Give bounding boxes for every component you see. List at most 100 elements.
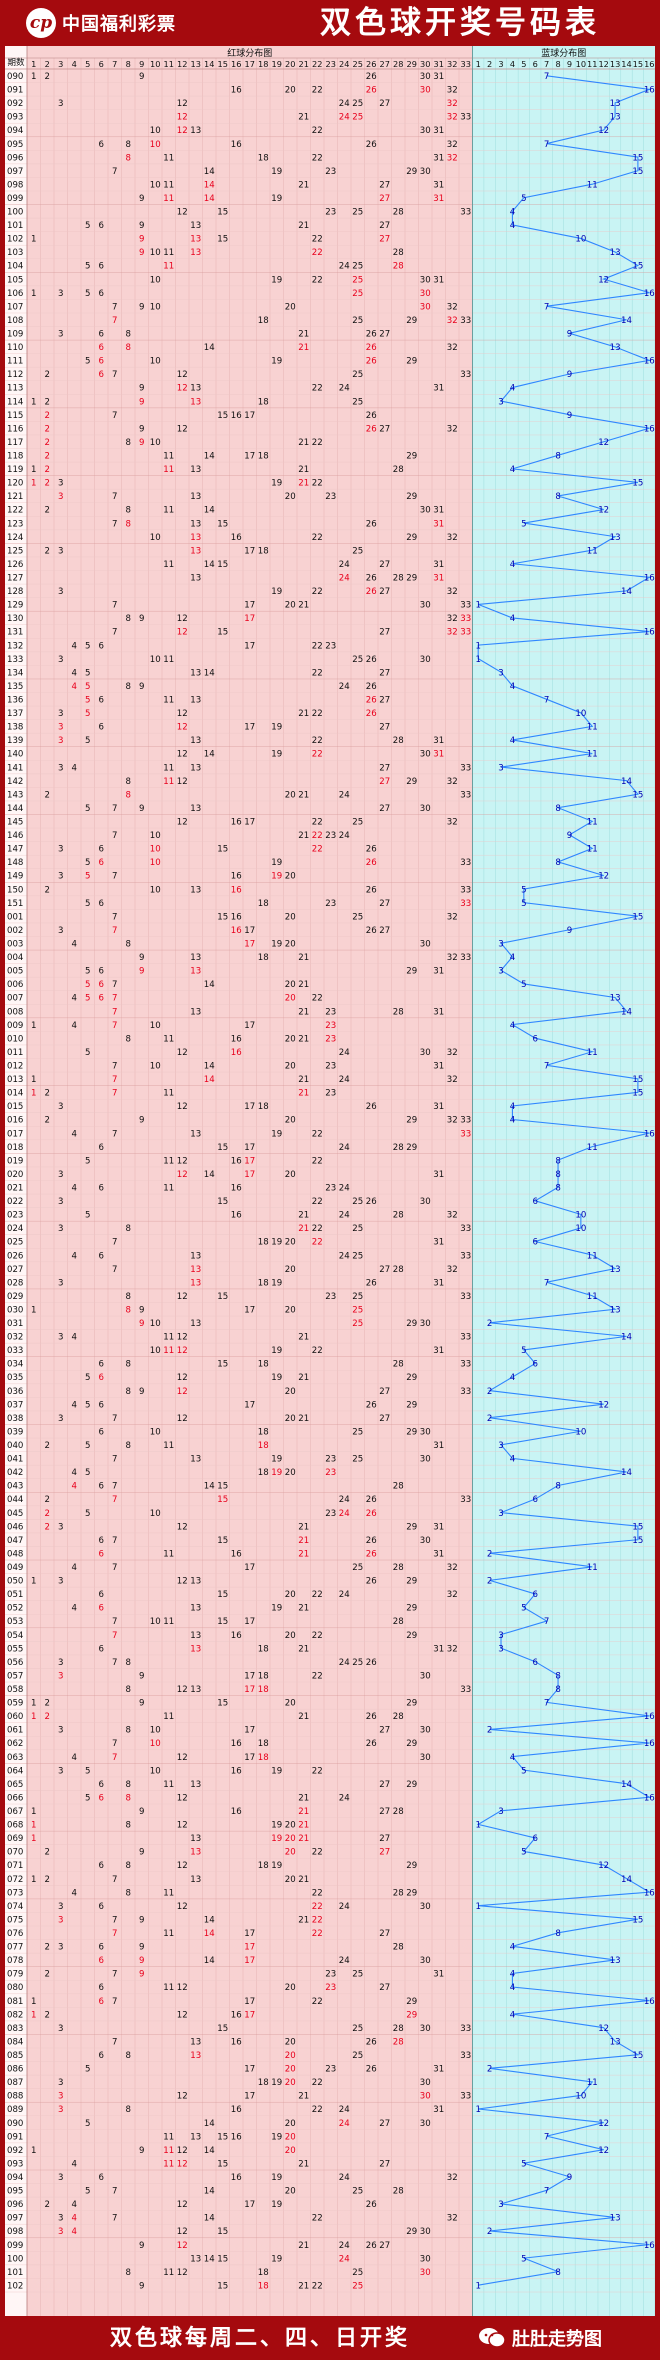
red-ball-number: 30 xyxy=(420,1671,431,1681)
blue-ball-number: 13 xyxy=(610,2037,621,2047)
red-ball-number: 7 xyxy=(112,492,117,502)
red-ball-number: 30 xyxy=(420,2092,431,2102)
red-ball-number: 13 xyxy=(190,1455,201,1465)
red-ball-number: 7 xyxy=(112,628,117,638)
blue-ball-number: 2 xyxy=(487,1726,492,1736)
red-ball-number: 32 xyxy=(447,614,458,624)
red-ball-number: 31 xyxy=(433,1007,444,1017)
red-ball-number: 2 xyxy=(45,452,50,462)
red-ball-number: 20 xyxy=(285,1848,296,1858)
red-ball-number: 31 xyxy=(433,2105,444,2115)
red-ball-number: 10 xyxy=(150,1427,161,1437)
period-label: 149 xyxy=(7,872,23,882)
red-ball-number: 22 xyxy=(312,2105,323,2115)
red-ball-number: 14 xyxy=(204,2214,215,2224)
red-ball-number: 25 xyxy=(352,113,363,123)
red-ball-number: 33 xyxy=(460,953,471,963)
red-ball-number: 19 xyxy=(271,1861,282,1871)
red-ball-number: 21 xyxy=(298,1915,309,1925)
red-ball-number: 24 xyxy=(339,1211,350,1221)
red-ball-number: 27 xyxy=(379,668,390,678)
red-ball-number: 2 xyxy=(45,397,50,407)
red-ball-number: 16 xyxy=(231,1739,242,1749)
red-ball-number: 22 xyxy=(312,438,323,448)
red-ball-number: 17 xyxy=(244,1943,255,1953)
red-column-number: 6 xyxy=(99,59,104,69)
grid-lines xyxy=(5,46,656,2316)
red-ball-number: 27 xyxy=(379,194,390,204)
red-ball-number: 29 xyxy=(406,1577,417,1587)
red-ball-number: 7 xyxy=(112,1970,117,1980)
red-ball-number: 4 xyxy=(72,2214,77,2224)
red-ball-number: 27 xyxy=(379,587,390,597)
blue-trend-line xyxy=(476,75,652,2286)
blue-ball-number: 15 xyxy=(632,262,643,272)
red-ball-number: 24 xyxy=(339,1509,350,1519)
blue-ball-number: 14 xyxy=(621,1333,632,1343)
blue-ball-number: 16 xyxy=(644,289,655,299)
red-ball-number: 7 xyxy=(112,1482,117,1492)
red-ball-number: 26 xyxy=(366,519,377,529)
blue-ball-number: 6 xyxy=(533,1495,538,1505)
red-ball-number: 27 xyxy=(379,180,390,190)
red-ball-number: 10 xyxy=(150,126,161,136)
red-ball-number: 11 xyxy=(163,560,174,570)
red-ball-number: 7 xyxy=(112,980,117,990)
red-ball-number: 15 xyxy=(217,208,228,218)
red-ball-number: 13 xyxy=(190,2037,201,2047)
red-column-number: 22 xyxy=(312,59,322,69)
red-ball-number: 23 xyxy=(325,1455,336,1465)
period-label: 150 xyxy=(7,885,23,895)
red-ball-number: 26 xyxy=(366,587,377,597)
period-label: 071 xyxy=(7,1861,23,1871)
red-ball-number: 25 xyxy=(352,655,363,665)
red-ball-number: 29 xyxy=(406,1739,417,1749)
period-label: 049 xyxy=(7,1563,23,1573)
red-ball-number: 30 xyxy=(420,126,431,136)
red-ball-number: 25 xyxy=(352,1224,363,1234)
blue-ball-number: 12 xyxy=(598,275,609,285)
red-ball-number: 6 xyxy=(99,262,104,272)
red-ball-number: 6 xyxy=(99,1373,104,1383)
red-ball-number: 22 xyxy=(312,1590,323,1600)
red-ball-number: 16 xyxy=(231,1766,242,1776)
red-ball-number: 18 xyxy=(258,2281,269,2291)
blue-ball-number: 10 xyxy=(575,2092,586,2102)
red-ball-number: 11 xyxy=(163,1983,174,1993)
red-ball-number: 29 xyxy=(406,574,417,584)
red-ball-number: 31 xyxy=(433,1346,444,1356)
red-ball-number: 7 xyxy=(112,831,117,841)
red-ball-number: 26 xyxy=(366,1577,377,1587)
blue-ball-number: 16 xyxy=(644,1712,655,1722)
red-column-number: 13 xyxy=(191,59,201,69)
red-ball-number: 15 xyxy=(217,235,228,245)
red-ball-number: 22 xyxy=(312,1848,323,1858)
red-ball-number: 10 xyxy=(150,533,161,543)
red-ball-number: 29 xyxy=(406,2227,417,2237)
red-ball-number: 9 xyxy=(139,1387,144,1397)
red-ball-number: 20 xyxy=(285,1061,296,1071)
blue-zone-title: 蓝球分布图 xyxy=(541,47,586,59)
blue-ball-number: 5 xyxy=(521,1604,526,1614)
red-ball-number: 2 xyxy=(45,1699,50,1709)
red-ball-number: 21 xyxy=(298,1644,309,1654)
red-ball-number: 30 xyxy=(420,750,431,760)
red-ball-number: 22 xyxy=(312,1238,323,1248)
red-ball-number: 7 xyxy=(112,1658,117,1668)
red-ball-number: 22 xyxy=(312,533,323,543)
red-ball-number: 6 xyxy=(99,289,104,299)
blue-column-number: 15 xyxy=(633,59,643,69)
red-ball-number: 13 xyxy=(190,885,201,895)
blue-ball-number: 15 xyxy=(632,1915,643,1925)
red-ball-number: 12 xyxy=(177,1983,188,1993)
red-ball-number: 8 xyxy=(126,614,131,624)
red-ball-number: 32 xyxy=(447,1590,458,1600)
red-ball-number: 27 xyxy=(379,560,390,570)
red-column-number: 20 xyxy=(285,59,295,69)
period-label: 130 xyxy=(7,614,23,624)
red-ball-number: 25 xyxy=(352,1319,363,1329)
red-ball-number: 5 xyxy=(85,262,90,272)
red-ball-number: 15 xyxy=(217,2132,228,2142)
red-ball-number: 16 xyxy=(231,2173,242,2183)
red-ball-number: 7 xyxy=(112,1061,117,1071)
